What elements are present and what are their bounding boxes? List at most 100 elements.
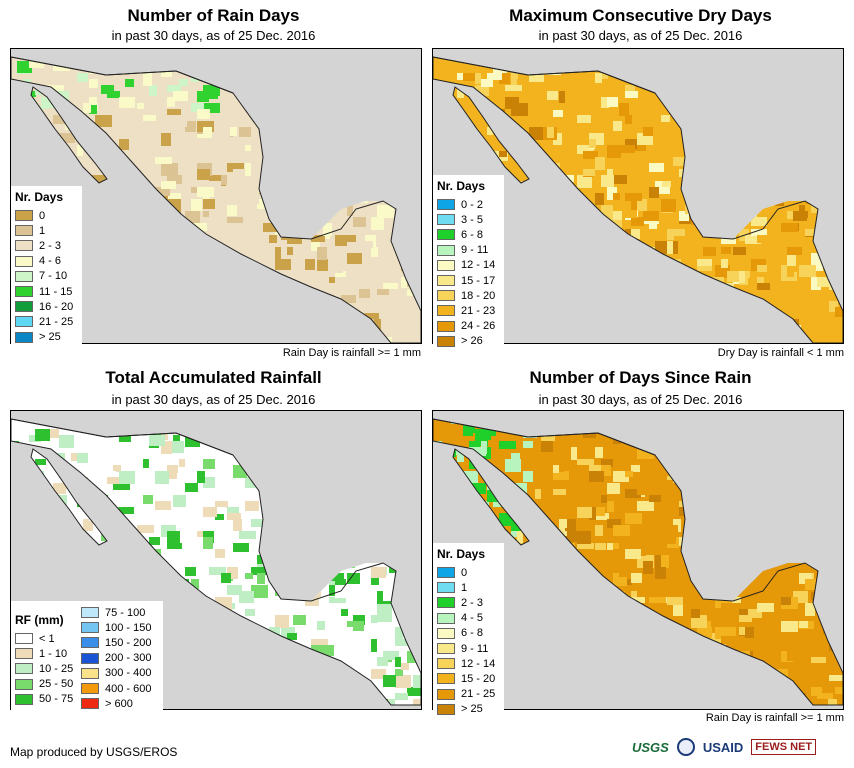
panel-rain-days: Number of Rain Days in past 30 days, as … <box>0 0 427 364</box>
legend-rows: 0 - 2 3 - 5 6 - 8 9 - 11 12 - 14 15 - 17 18 - … <box>437 197 499 349</box>
legend-swatch <box>15 286 33 298</box>
legend-item: 9 - 11 <box>437 641 499 656</box>
legend-item: 0 - 2 <box>437 197 499 212</box>
legend-item: 7 - 10 <box>15 269 77 284</box>
legend-swatch <box>81 683 99 695</box>
legend-swatch <box>437 214 455 226</box>
legend-swatch <box>437 244 455 256</box>
legend-label: 9 - 11 <box>461 244 489 257</box>
legend-item: 1 - 10 <box>15 646 81 661</box>
legend-label: 21 - 25 <box>461 688 496 701</box>
legend-swatch <box>437 335 455 347</box>
legend-item: 100 - 150 <box>81 620 157 635</box>
legend-title: Nr. Days <box>437 179 486 193</box>
legend-swatch <box>437 290 455 302</box>
legend-item: 1 <box>437 580 499 595</box>
legend-item: 400 - 600 <box>81 681 157 696</box>
map-note: Rain Day is rainfall >= 1 mm <box>705 712 844 724</box>
legend-item: 21 - 25 <box>437 687 499 702</box>
map-frame <box>432 48 844 344</box>
legend-item: 16 - 20 <box>15 299 77 314</box>
map-image <box>433 56 843 343</box>
legend-item: 24 - 26 <box>437 319 499 334</box>
legend-item: 15 - 20 <box>437 671 499 686</box>
legend: Nr. Days 0 - 2 3 - 5 6 - 8 9 - 11 12 - 14 15 … <box>433 175 504 353</box>
legend-label: < 1 <box>39 632 55 645</box>
map-frame <box>10 410 422 710</box>
legend: Nr. Days 0 1 2 - 3 4 - 6 7 - 10 11 - 15 16 - 2… <box>11 186 82 349</box>
legend-label: 3 - 5 <box>461 213 484 226</box>
legend-item: 75 - 100 <box>81 605 157 620</box>
legend-swatch <box>437 703 455 715</box>
legend-item: > 600 <box>81 696 157 711</box>
panel-subtitle: in past 30 days, as of 25 Dec. 2016 <box>538 392 743 407</box>
legend-label: 100 - 150 <box>105 621 152 634</box>
legend-label: 2 - 3 <box>461 596 484 609</box>
legend-label: 15 - 17 <box>461 274 496 287</box>
legend-swatch <box>437 582 455 594</box>
legend-item: 10 - 25 <box>15 661 81 676</box>
legend-item: 150 - 200 <box>81 635 157 650</box>
legend-label: > 25 <box>39 331 61 344</box>
legend-label: 300 - 400 <box>105 667 152 680</box>
legend-swatch <box>15 648 33 660</box>
legend-item: 2 - 3 <box>437 595 499 610</box>
legend-item: 18 - 20 <box>437 288 499 303</box>
legend-label: 1 - 10 <box>39 647 68 660</box>
legend-swatch <box>81 667 99 679</box>
legend-item: > 26 <box>437 334 499 349</box>
panel-title: Number of Rain Days <box>127 6 300 25</box>
legend-item: 6 - 8 <box>437 227 499 242</box>
legend-swatch <box>15 316 33 328</box>
credit-text: Map produced by USGS/EROS <box>10 745 178 759</box>
legend-label: 4 - 6 <box>39 255 62 268</box>
panel-title: Maximum Consecutive Dry Days <box>509 6 772 25</box>
legend-label: 24 - 26 <box>461 320 496 333</box>
legend-swatch <box>81 607 99 619</box>
legend-label: 2 - 3 <box>39 239 62 252</box>
legend-label: 0 <box>461 566 468 579</box>
legend-label: 150 - 200 <box>105 636 152 649</box>
usgs-logo: USGS <box>632 739 669 755</box>
legend-label: 4 - 5 <box>461 612 484 625</box>
legend-item: > 25 <box>437 702 499 717</box>
legend-item: 1 <box>15 223 77 238</box>
legend-swatch <box>81 637 99 649</box>
legend-swatch <box>15 210 33 222</box>
legend-swatch <box>437 199 455 211</box>
legend-item: 2 - 3 <box>15 238 77 253</box>
legend-item: 11 - 15 <box>15 284 77 299</box>
legend-swatch <box>437 673 455 685</box>
legend-item: 200 - 300 <box>81 651 157 666</box>
legend-item: 12 - 14 <box>437 656 499 671</box>
map-image <box>11 418 421 706</box>
legend-item: 12 - 14 <box>437 258 499 273</box>
legend-label: 7 - 10 <box>39 270 68 283</box>
panel-subtitle: in past 30 days, as of 25 Dec. 2016 <box>111 392 316 407</box>
panel-title: Number of Days Since Rain <box>529 368 752 387</box>
legend-label: 75 - 100 <box>105 606 146 619</box>
legend-swatch <box>437 320 455 332</box>
legend-swatch <box>437 229 455 241</box>
legend-swatch <box>437 275 455 287</box>
legend-title: RF (mm) <box>15 613 64 627</box>
legend-item: 9 - 11 <box>437 243 499 258</box>
legend-item: 15 - 17 <box>437 273 499 288</box>
legend-item: 50 - 75 <box>15 692 81 707</box>
legend-item: 0 <box>437 565 499 580</box>
legend-item: < 1 <box>15 631 81 646</box>
legend-label: 0 - 2 <box>461 198 484 211</box>
legend-item: 0 <box>15 208 77 223</box>
legend-label: 10 - 25 <box>39 662 74 675</box>
legend-item: 3 - 5 <box>437 212 499 227</box>
legend-swatch <box>437 627 455 639</box>
legend-title: Nr. Days <box>15 190 64 204</box>
fewsnet-logo: FEWS NET <box>751 739 817 755</box>
panel-days-since-rain: Number of Days Since Rain in past 30 day… <box>427 364 854 724</box>
legend-label: 200 - 300 <box>105 652 152 665</box>
legend-rows: 0 1 2 - 3 4 - 6 7 - 10 11 - 15 16 - 20 21 - 25 >… <box>15 208 77 345</box>
usaid-seal-icon <box>676 738 695 756</box>
legend-swatch <box>15 255 33 267</box>
legend-label: 0 <box>39 209 46 222</box>
legend-label: 50 - 75 <box>39 693 74 706</box>
